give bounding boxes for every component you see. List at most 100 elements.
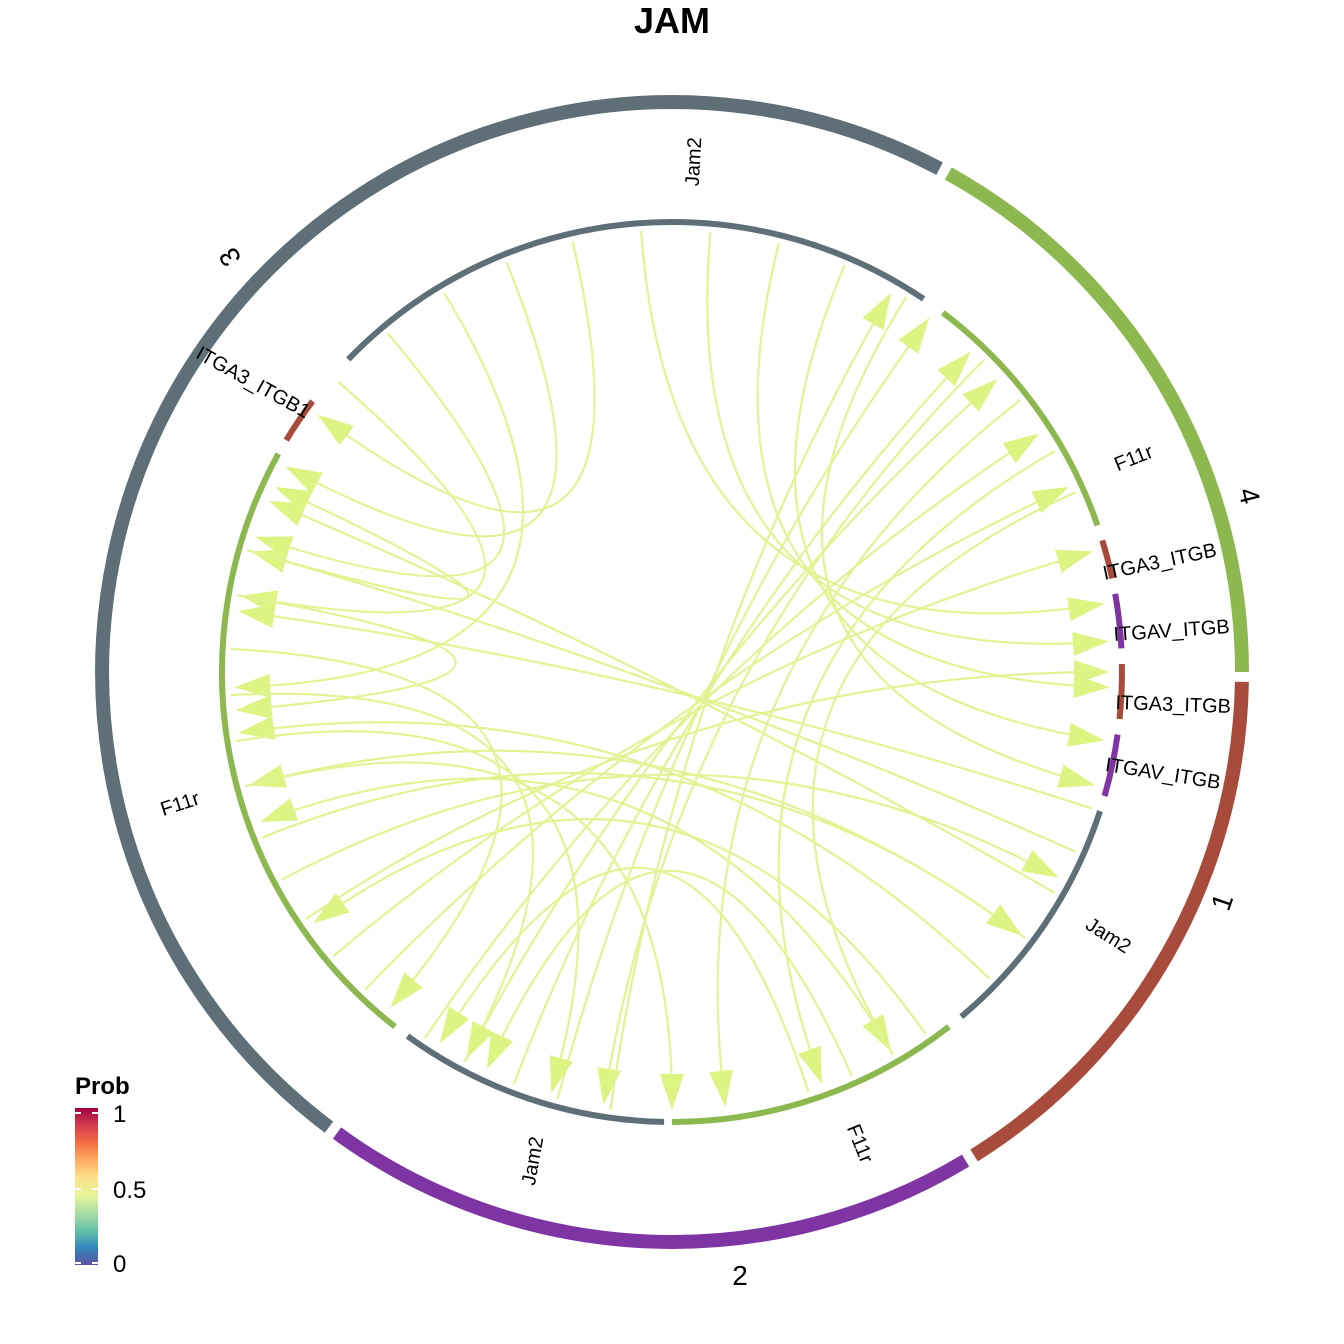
group-arc-3 <box>95 95 943 1133</box>
link-arrow-5 <box>1067 597 1105 621</box>
sector-label-itgav-itgb-1: ITGAV_ITGB <box>1104 754 1222 794</box>
link-8 <box>793 264 1099 741</box>
sector-label-itga3-itgb-4: ITGA3_ITGB <box>1101 539 1219 585</box>
link-36 <box>230 647 503 1004</box>
sector-label-f11r-right: F11r <box>1111 441 1156 476</box>
link-22 <box>442 866 810 1093</box>
link-arrow-15 <box>251 549 289 573</box>
group-label-2: 2 <box>732 1260 748 1291</box>
legend-colorbar <box>75 1108 98 1265</box>
link-arrow-27 <box>1002 433 1040 464</box>
link-arrow-28 <box>1031 486 1069 513</box>
sector-label-jam2-top: Jam2 <box>682 137 707 187</box>
link-arrow-6 <box>1072 632 1109 656</box>
group-label-1: 1 <box>1205 889 1239 914</box>
link-6 <box>706 231 1103 645</box>
link-arrow-1 <box>285 466 323 494</box>
link-arrow-34 <box>549 1055 573 1093</box>
sector-label-itga3-itgb1: ITGA3_ITGB1 <box>192 342 313 423</box>
link-11 <box>716 399 1021 1101</box>
sector-arc-9 <box>218 452 397 1029</box>
link-2 <box>240 292 524 689</box>
link-arrow-33 <box>660 1074 684 1110</box>
link-arrow-23 <box>862 292 891 330</box>
sector-label-f11r-bottom: F11r <box>842 1121 877 1166</box>
sector-arc-5 <box>1101 734 1121 797</box>
prob-legend: Prob 1 0.5 0 <box>75 1073 146 1278</box>
link-12 <box>777 450 1056 1079</box>
link-19 <box>317 818 927 1035</box>
link-arrow-26 <box>962 378 998 412</box>
link-27 <box>423 435 1035 1040</box>
link-32 <box>261 772 1018 933</box>
sector-label-f11r-left: F11r <box>158 788 203 821</box>
group-arc-4 <box>944 167 1249 673</box>
link-37 <box>236 594 457 711</box>
link-16 <box>273 502 1056 894</box>
link-arrow-18 <box>238 716 276 740</box>
link-14 <box>244 610 1093 810</box>
sector-arc-0 <box>346 219 926 362</box>
sector-arc-1 <box>940 310 1101 527</box>
link-1 <box>290 261 558 538</box>
link-arrow-22 <box>439 1006 470 1044</box>
legend-tick-label-1: 1 <box>113 1101 126 1128</box>
link-10 <box>603 358 986 1099</box>
link-arrow-10 <box>597 1067 621 1105</box>
link-arrow-13 <box>862 1014 891 1052</box>
link-34 <box>235 730 580 1088</box>
link-20 <box>265 777 894 1056</box>
link-24 <box>556 321 927 1100</box>
link-arrow-32 <box>985 904 1022 936</box>
group-label-4: 4 <box>1232 484 1266 507</box>
sector-arc-6 <box>959 810 1103 1019</box>
chart-title: JAM <box>634 0 710 41</box>
link-21 <box>488 869 853 1077</box>
link-arrow-0 <box>317 414 354 446</box>
link-arrow-37 <box>235 695 273 719</box>
link-arrow-24 <box>898 317 930 354</box>
group-label-3: 3 <box>213 242 248 272</box>
link-4 <box>246 381 486 614</box>
link-arrow-36 <box>390 972 423 1008</box>
sector-arc-4 <box>1116 664 1125 720</box>
link-arrow-31 <box>1021 850 1059 878</box>
group-arcs <box>95 95 1249 1249</box>
link-arrow-12 <box>798 1045 822 1084</box>
group-arc-1 <box>970 681 1249 1162</box>
link-33 <box>244 761 674 1105</box>
link-arrow-8 <box>1067 723 1105 747</box>
link-5 <box>640 231 1099 615</box>
link-15 <box>256 551 1077 853</box>
sector-arc-2 <box>1099 539 1116 580</box>
link-arrow-29 <box>1055 549 1093 573</box>
link-23 <box>609 297 889 1110</box>
sector-arc-7 <box>671 1024 951 1125</box>
group-arc-2 <box>332 1127 970 1249</box>
link-31 <box>281 773 1054 881</box>
sector-arc-3 <box>1112 593 1125 649</box>
legend-title: Prob <box>75 1073 130 1100</box>
link-arrow-30 <box>1074 660 1110 684</box>
link-arrow-19 <box>313 892 350 924</box>
sector-arcs <box>218 219 1125 1125</box>
link-arrow-35 <box>466 1021 494 1059</box>
sector-label-jam2-right: Jam2 <box>1082 914 1135 959</box>
legend-tick-label-0.5: 0.5 <box>113 1177 146 1204</box>
link-38 <box>246 488 470 601</box>
link-13 <box>811 491 1077 1047</box>
link-9 <box>820 296 1090 785</box>
link-7 <box>756 242 1104 689</box>
link-arrow-11 <box>709 1069 733 1107</box>
legend-tick-label-0: 0 <box>113 1251 126 1278</box>
link-arrow-14 <box>238 604 276 628</box>
link-28 <box>364 488 1064 991</box>
sector-label-jam2-bottom: Jam2 <box>518 1135 548 1187</box>
link-arrow-20 <box>260 798 299 822</box>
link-arrow-21 <box>486 1031 513 1069</box>
links-layer <box>230 231 1110 1110</box>
link-arrow-25 <box>937 351 971 387</box>
link-arrow-9 <box>1057 764 1096 788</box>
link-26 <box>463 382 994 1063</box>
